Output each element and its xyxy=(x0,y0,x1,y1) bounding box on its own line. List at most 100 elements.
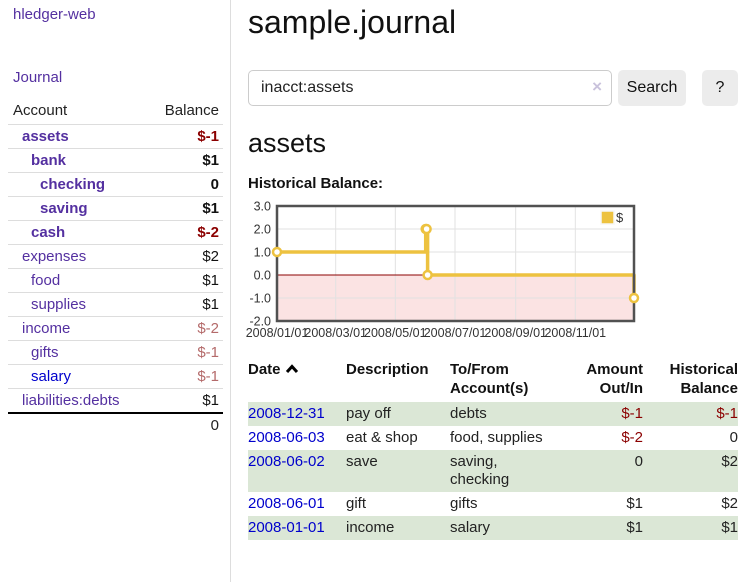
transaction-date-link[interactable]: 2008-12-31 xyxy=(248,405,325,422)
transaction-balance: 0 xyxy=(729,429,738,446)
transaction-accounts: gifts xyxy=(450,495,478,512)
transaction-amount: $-1 xyxy=(621,405,643,422)
account-row: saving $1 xyxy=(8,196,223,220)
account-row: supplies $1 xyxy=(8,292,223,316)
transaction-description: pay off xyxy=(346,405,391,422)
svg-text:2008/03/01: 2008/03/01 xyxy=(304,326,367,340)
transaction-row: 2008-06-01 gift gifts $1 $2 xyxy=(248,492,738,516)
account-link[interactable]: expenses xyxy=(22,248,87,265)
transaction-date-link[interactable]: 2008-06-03 xyxy=(248,429,325,446)
transaction-row: 2008-12-31 pay off debts $-1 $-1 xyxy=(248,402,738,426)
account-row: cash $-2 xyxy=(8,220,223,244)
account-balance: 0 xyxy=(210,176,219,193)
account-link[interactable]: assets xyxy=(22,128,69,145)
svg-text:2008/01/01: 2008/01/01 xyxy=(246,326,309,340)
account-balance: $2 xyxy=(202,248,219,265)
accounts-total: 0 xyxy=(8,412,223,437)
transaction-row: 2008-06-02 save saving, checking 0 $2 xyxy=(248,450,738,492)
account-row: liabilities:debts $1 xyxy=(8,388,223,412)
account-link[interactable]: cash xyxy=(31,224,66,241)
account-row: expenses $2 xyxy=(8,244,223,268)
account-link[interactable]: saving xyxy=(40,200,88,217)
search-input[interactable] xyxy=(248,70,612,106)
transaction-accounts: salary xyxy=(450,519,491,536)
transaction-amount: 0 xyxy=(634,453,643,470)
transaction-row: 2008-06-03 eat & shop food, supplies $-2… xyxy=(248,426,738,450)
accounts-table-header: Account Balance xyxy=(8,98,223,124)
transaction-accounts: debts xyxy=(450,405,487,422)
account-link[interactable]: salary xyxy=(31,368,72,385)
account-row: assets $-1 xyxy=(8,124,223,148)
transaction-accounts: saving, checking xyxy=(450,453,510,488)
account-column-header: Account xyxy=(13,102,68,119)
account-link[interactable]: food xyxy=(31,272,61,289)
account-row: gifts $-1 xyxy=(8,340,223,364)
account-link[interactable]: liabilities:debts xyxy=(22,392,120,409)
accounts-table: Account Balance assets $-1 bank $1 check… xyxy=(8,98,223,437)
account-row: salary $-1 xyxy=(8,364,223,388)
account-balance: $-1 xyxy=(197,344,219,361)
svg-text:1.0: 1.0 xyxy=(254,246,271,260)
svg-text:-2.0: -2.0 xyxy=(249,315,271,329)
transaction-date-link[interactable]: 2008-06-02 xyxy=(248,453,325,470)
svg-text:3.0: 3.0 xyxy=(254,200,271,214)
account-link[interactable]: checking xyxy=(40,176,106,193)
clear-search-icon[interactable]: × xyxy=(592,77,602,96)
transaction-description: eat & shop xyxy=(346,429,418,446)
help-button[interactable]: ? xyxy=(702,70,738,106)
account-balance: $1 xyxy=(202,152,219,169)
balance-column-header-main[interactable]: Historical Balance xyxy=(669,361,738,397)
sidebar-item-journal[interactable]: Journal xyxy=(13,69,63,86)
account-row: bank $1 xyxy=(8,148,223,172)
account-balance: $1 xyxy=(202,392,219,409)
account-link[interactable]: supplies xyxy=(31,296,87,313)
account-link[interactable]: gifts xyxy=(31,344,59,361)
transaction-description: income xyxy=(346,519,395,536)
svg-text:$: $ xyxy=(616,210,624,225)
page-title: sample.journal xyxy=(248,4,457,40)
brand-link[interactable]: hledger-web xyxy=(13,6,96,23)
svg-text:2008/11/01: 2008/11/01 xyxy=(544,326,606,340)
transaction-amount: $1 xyxy=(626,495,643,512)
transaction-balance: $-1 xyxy=(716,405,738,422)
search-button[interactable]: Search xyxy=(618,70,686,106)
transaction-balance: $2 xyxy=(721,453,738,470)
transaction-balance: $1 xyxy=(721,519,738,536)
transaction-date-link[interactable]: 2008-06-01 xyxy=(248,495,325,512)
account-row: income $-2 xyxy=(8,316,223,340)
transaction-balance: $2 xyxy=(721,495,738,512)
date-column-header[interactable]: Date xyxy=(248,357,346,402)
account-balance: $1 xyxy=(202,200,219,217)
register-table: Date Description To/From Account(s) Amou… xyxy=(248,357,738,540)
transaction-row: 2008-01-01 income salary $1 $1 xyxy=(248,516,738,540)
account-balance: $-1 xyxy=(197,368,219,385)
svg-text:0.0: 0.0 xyxy=(254,269,271,283)
transaction-amount: $1 xyxy=(626,519,643,536)
chart-section-heading: Historical Balance: xyxy=(248,175,384,192)
transaction-description: save xyxy=(346,453,378,470)
balance-column-header: Balance xyxy=(164,102,219,119)
account-heading: assets xyxy=(248,128,327,158)
svg-text:2.0: 2.0 xyxy=(254,223,271,237)
transaction-amount: $-2 xyxy=(621,429,643,446)
transaction-date-link[interactable]: 2008-01-01 xyxy=(248,519,325,536)
account-balance: $1 xyxy=(202,272,219,289)
search-form: × Search ? xyxy=(248,70,738,106)
sidebar: hledger-web Journal Account Balance asse… xyxy=(0,0,231,582)
account-link[interactable]: bank xyxy=(31,152,67,169)
account-balance: $-2 xyxy=(197,320,219,337)
amount-column-header[interactable]: Amount Out/In xyxy=(586,361,643,397)
account-balance: $1 xyxy=(202,296,219,313)
svg-text:2008/07/01: 2008/07/01 xyxy=(424,326,487,340)
tofrom-column-header[interactable]: To/From Account(s) xyxy=(450,361,529,397)
description-column-header[interactable]: Description xyxy=(346,361,429,378)
account-row: checking 0 xyxy=(8,172,223,196)
sort-ascending-icon xyxy=(285,360,299,379)
register-header-row: Date Description To/From Account(s) Amou… xyxy=(248,357,738,402)
transaction-description: gift xyxy=(346,495,367,512)
account-link[interactable]: income xyxy=(22,320,71,337)
historical-balance-chart: $3.0 2.0 1.0 0.0 -1.0 -2.02008/01/012008/03/0… xyxy=(246,200,640,340)
transaction-accounts: food, supplies xyxy=(450,429,543,446)
account-balance: $-2 xyxy=(197,224,219,241)
svg-text:-1.0: -1.0 xyxy=(249,292,271,306)
